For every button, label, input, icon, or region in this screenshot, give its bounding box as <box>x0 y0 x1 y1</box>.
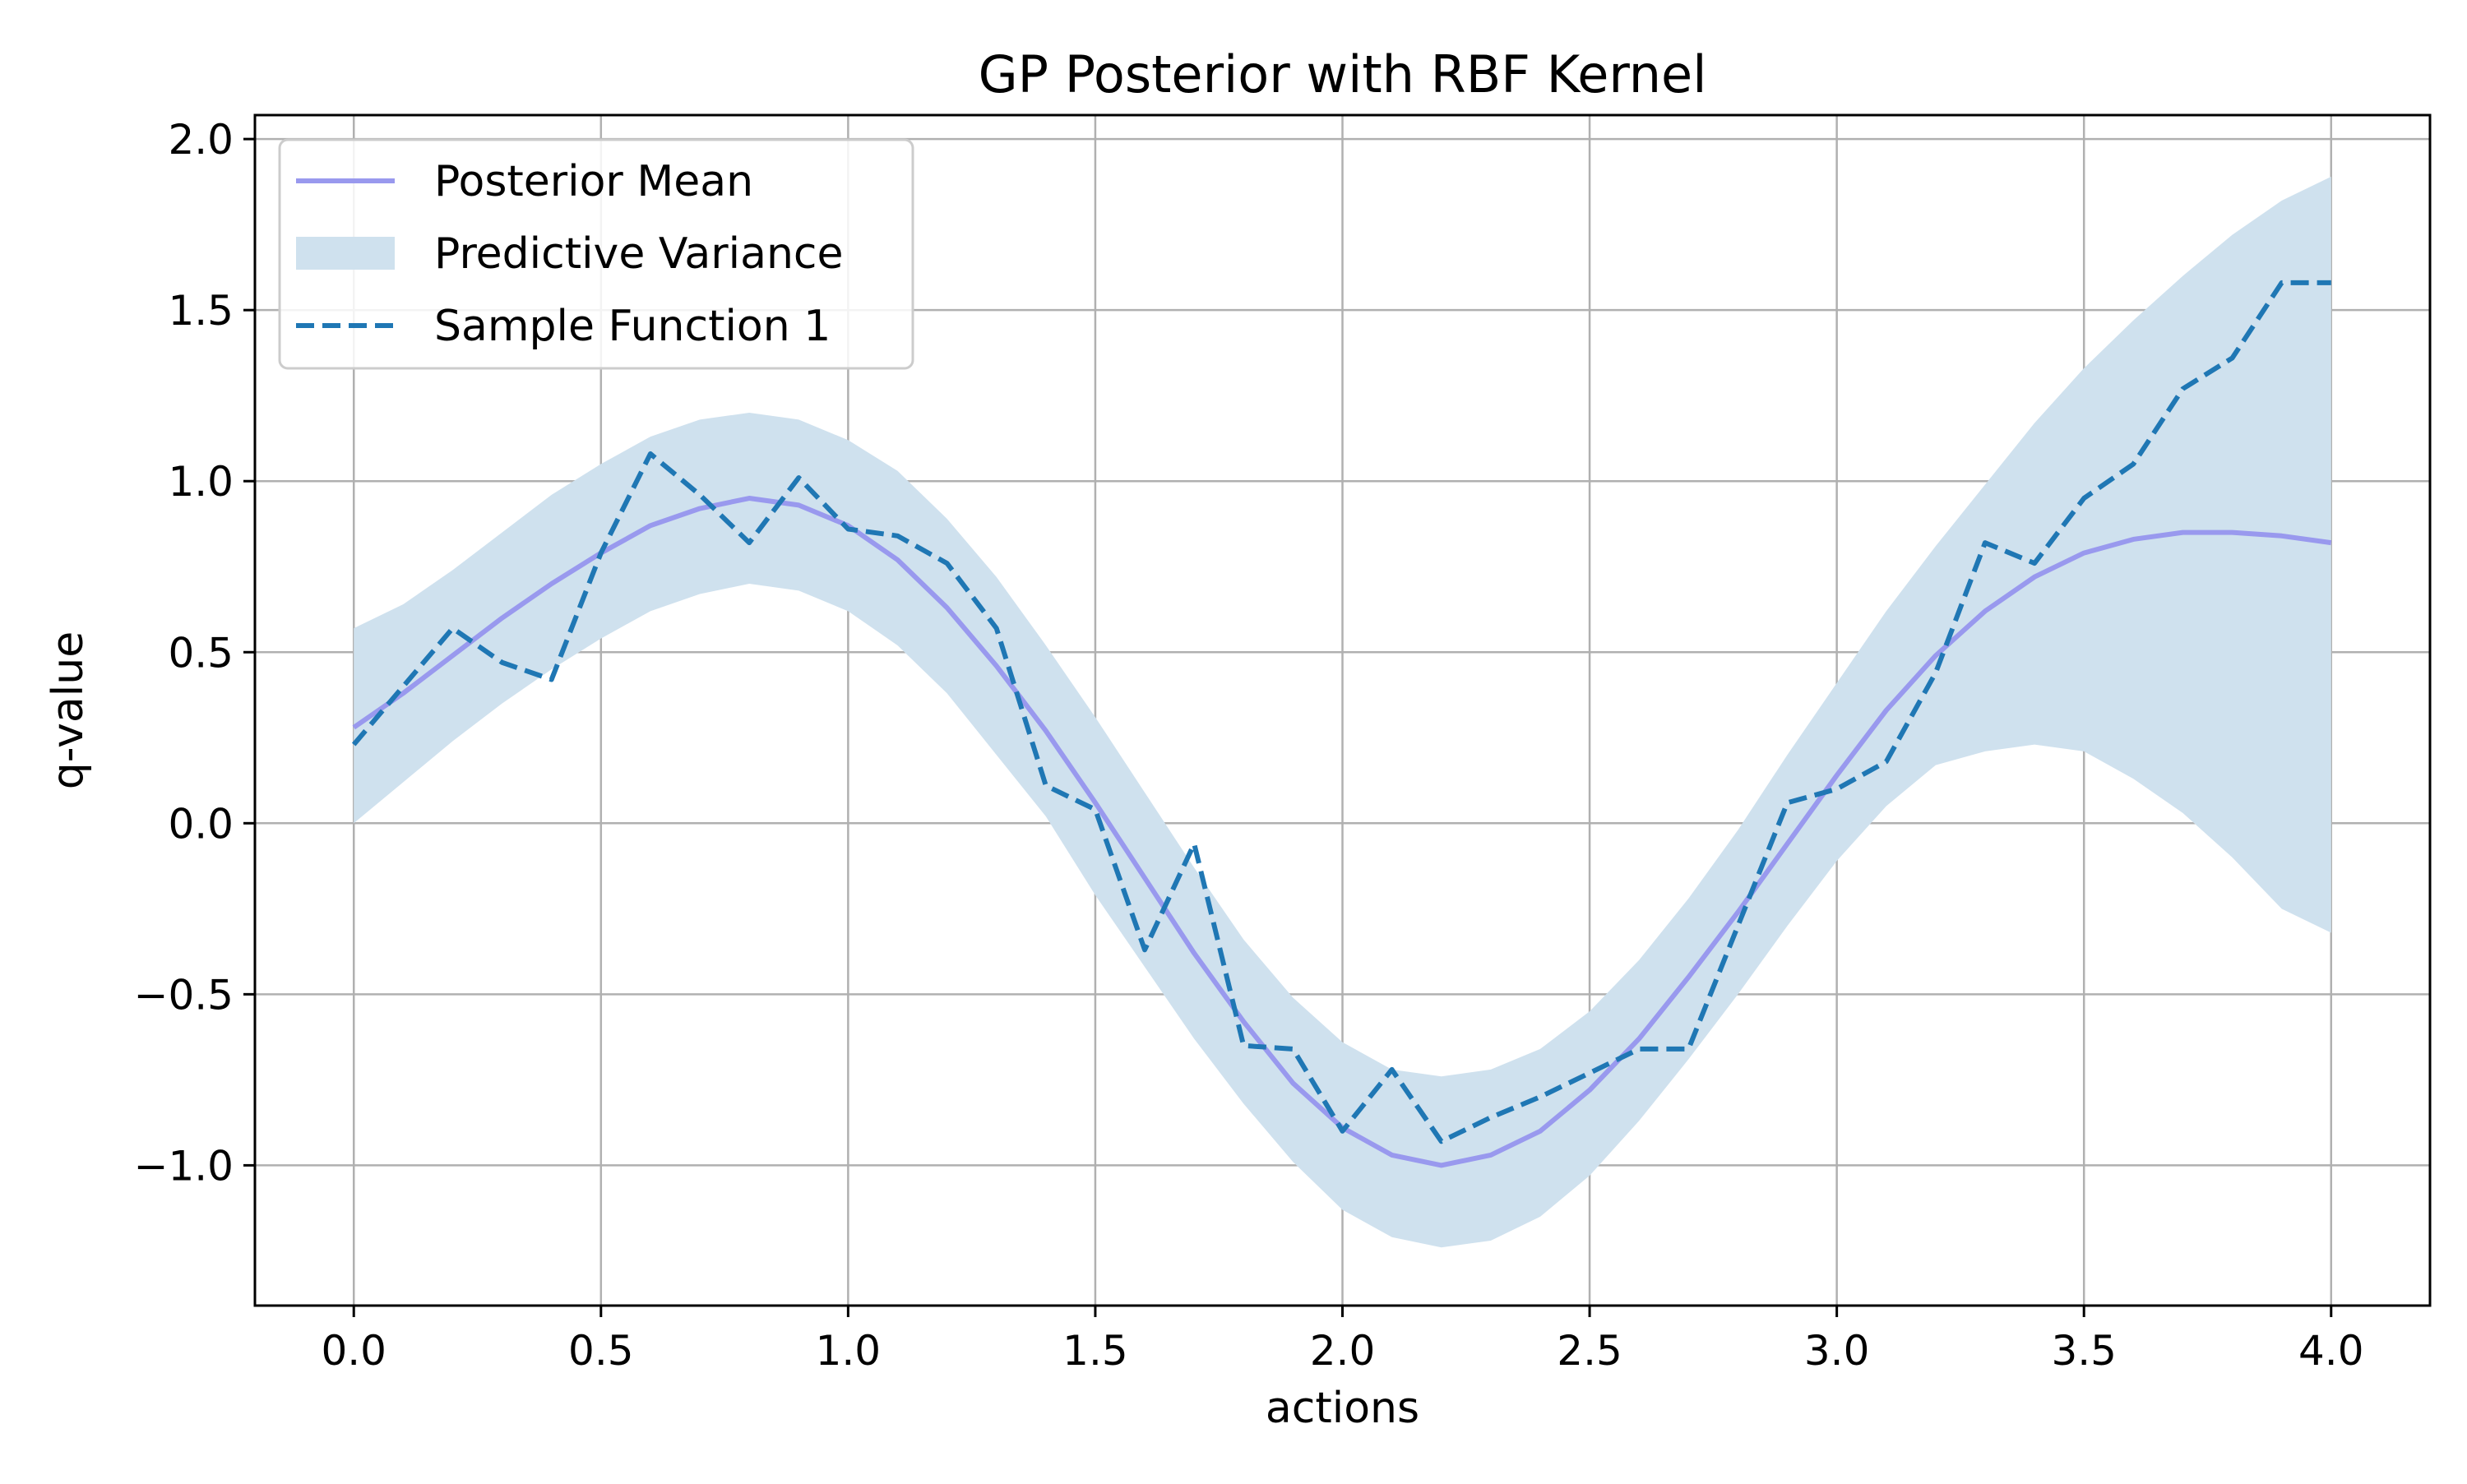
x-tick-label: 0.5 <box>568 1327 634 1375</box>
x-tick-label: 2.0 <box>1310 1327 1376 1375</box>
legend-label-predictive-variance: Predictive Variance <box>434 229 843 279</box>
legend-label-posterior-mean: Posterior Mean <box>434 157 753 206</box>
y-tick-label: 0.0 <box>168 800 234 848</box>
x-tick-label: 2.5 <box>1557 1327 1622 1375</box>
legend-swatch-predictive-variance <box>296 237 395 270</box>
y-tick-label: 2.0 <box>168 116 234 164</box>
y-tick-label: −1.0 <box>134 1142 234 1190</box>
x-tick-label: 3.5 <box>2051 1327 2117 1375</box>
series-layer <box>351 280 2332 1168</box>
legend: Posterior Mean Predictive Variance Sampl… <box>278 138 914 370</box>
x-tick-label: 4.0 <box>2298 1327 2364 1375</box>
x-tick-label: 3.0 <box>1804 1327 1870 1375</box>
ticks: 0.0 0.5 1.0 1.5 2.0 2.5 3.0 3.5 4.0 −1.0 −0.5 0.0 0.… <box>134 116 2364 1375</box>
variance-band-layer <box>354 176 2331 1248</box>
predictive-variance-band <box>354 176 2331 1248</box>
legend-box <box>278 138 914 370</box>
y-tick-label: −0.5 <box>134 971 234 1019</box>
y-tick-label: 1.5 <box>168 287 234 335</box>
x-tick-label: 1.0 <box>816 1327 882 1375</box>
y-tick-label: 0.5 <box>168 629 234 677</box>
y-axis-title: q-value <box>44 631 93 789</box>
x-tick-label: 0.0 <box>321 1327 386 1375</box>
legend-label-sample-function: Sample Function 1 <box>434 302 831 351</box>
y-tick-label: 1.0 <box>168 458 234 506</box>
x-axis-title: actions <box>1266 1384 1419 1433</box>
sample-function-line <box>351 280 2331 1144</box>
chart-title: GP Posterior with RBF Kernel <box>979 44 1707 104</box>
x-tick-label: 1.5 <box>1062 1327 1128 1375</box>
